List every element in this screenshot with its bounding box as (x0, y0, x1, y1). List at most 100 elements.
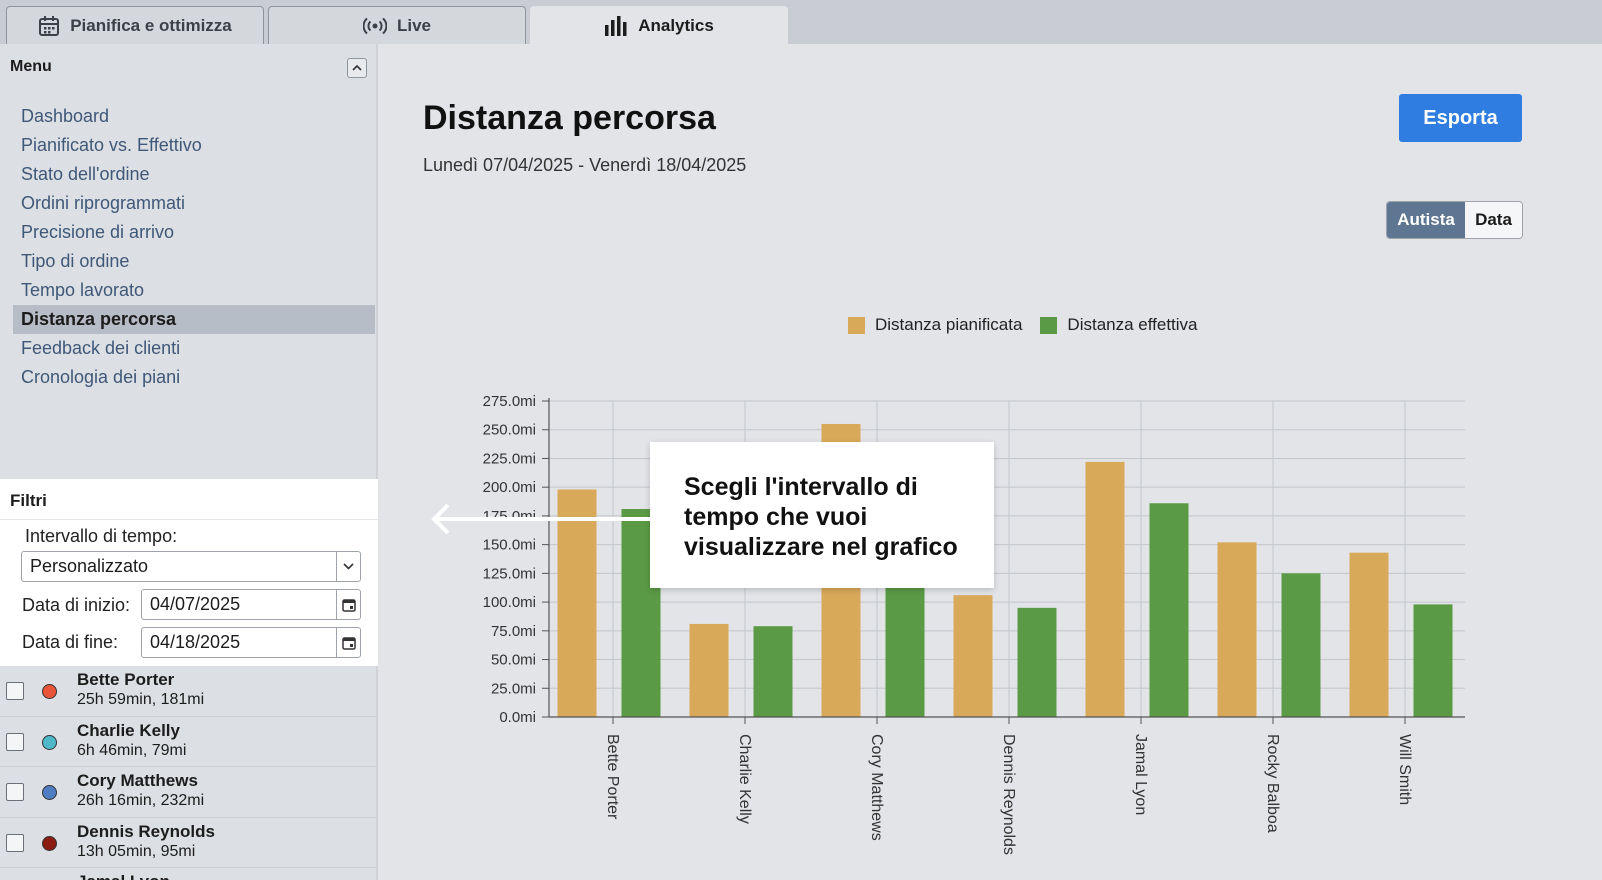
chevron-up-icon (352, 64, 362, 71)
page-title: Distanza percorsa (423, 99, 716, 137)
driver-row[interactable]: Dennis Reynolds 13h 05min, 95mi (0, 818, 376, 868)
driver-color-dot (42, 734, 57, 750)
driver-checkbox[interactable] (6, 732, 24, 751)
driver-row[interactable]: Bette Porter 25h 59min, 181mi (0, 666, 376, 717)
x-tick-label: Jamal Lyon (1132, 734, 1149, 815)
menu-item[interactable]: Pianificato vs. Effettivo (21, 135, 202, 155)
menu-item[interactable]: Dashboard (21, 106, 110, 126)
menu-item[interactable]: Cronologia dei piani (21, 367, 181, 387)
driver-name: Bette Porter (77, 670, 175, 689)
menu-item[interactable]: Tempo lavorato (21, 280, 145, 300)
y-tick-label: 25.0mi (491, 680, 536, 697)
filters-title: Filtri (10, 491, 47, 510)
divider (0, 519, 378, 520)
y-tick-label: 275.0mi (483, 393, 536, 410)
callout-line: Scegli l'intervallo di (684, 473, 918, 501)
end-date-input[interactable]: 04/18/2025 (141, 627, 361, 658)
y-tick-label: 100.0mi (483, 594, 536, 611)
y-tick-label: 75.0mi (491, 623, 536, 640)
start-date-input[interactable]: 04/07/2025 (141, 589, 361, 620)
bar-chart-icon (605, 15, 627, 36)
tab-bar: Pianifica e ottimizza Live Analytics (0, 0, 1602, 44)
bar-planned[interactable] (1217, 542, 1257, 717)
start-date-value: 04/07/2025 (150, 594, 241, 614)
driver-list: Bette Porter 25h 59min, 181mi Charlie Kell… (0, 666, 376, 880)
tab-label: Pianifica e ottimizza (70, 15, 232, 35)
end-date-value: 04/18/2025 (150, 632, 241, 652)
x-tick-label: Rocky Balboa (1264, 734, 1281, 833)
legend-item[interactable]: Distanza pianificata (848, 315, 1022, 335)
tab-live[interactable]: Live (268, 6, 526, 44)
legend-label: Distanza effettiva (1067, 315, 1198, 334)
interval-label: Intervallo di tempo: (25, 526, 178, 546)
driver-color-dot (42, 785, 57, 800)
bar-actual[interactable] (1017, 607, 1057, 717)
callout-line: tempo che vuoi (684, 503, 868, 531)
menu-item[interactable]: Feedback dei clienti (21, 338, 181, 358)
driver-color-dot (42, 684, 57, 699)
group-by-toggle: Autista Data (1386, 201, 1523, 239)
y-tick-label: 200.0mi (483, 479, 536, 496)
bar-planned[interactable] (953, 595, 993, 717)
x-tick-label: Bette Porter (604, 734, 621, 820)
bar-planned[interactable] (557, 489, 597, 717)
y-tick-label: 50.0mi (491, 652, 536, 669)
bar-planned[interactable] (1085, 461, 1125, 717)
calendar-picker-icon[interactable] (336, 628, 360, 657)
driver-name: Jamal Lyon (77, 872, 170, 880)
calendar-icon (39, 15, 60, 36)
bar-actual[interactable] (753, 626, 793, 717)
tab-label: Analytics (638, 15, 714, 35)
y-tick-label: 150.0mi (483, 537, 536, 554)
chevron-down-icon (336, 552, 360, 581)
tab-plan-optimize[interactable]: Pianifica e ottimizza (6, 6, 264, 44)
driver-checkbox[interactable] (6, 682, 24, 700)
x-tick-label: Cory Matthews (868, 734, 885, 841)
driver-row[interactable]: Cory Matthews 26h 16min, 232mi (0, 767, 376, 818)
driver-meta: 6h 46min, 79mi (77, 741, 187, 759)
driver-row[interactable]: Jamal Lyon26h 42min, 186mi (0, 868, 376, 880)
bar-actual[interactable] (1149, 503, 1189, 717)
menu-title: Menu (10, 58, 52, 75)
date-range-subtitle: Lunedì 07/04/2025 - Venerdì 18/04/2025 (423, 155, 747, 175)
calendar-picker-icon[interactable] (336, 590, 360, 619)
driver-meta: 26h 16min, 232mi (77, 792, 205, 809)
driver-row[interactable]: Charlie Kelly 6h 46min, 79mi (0, 717, 376, 767)
arrow-left-icon (431, 503, 650, 535)
collapse-menu-button[interactable] (347, 58, 367, 78)
end-date-label: Data di fine: (22, 632, 119, 652)
menu-item[interactable]: Distanza percorsa (13, 305, 375, 334)
bar-actual[interactable] (1281, 573, 1321, 717)
toggle-driver[interactable]: Autista (1387, 202, 1465, 238)
menu-item[interactable]: Ordini riprogrammati (21, 193, 186, 213)
legend-label: Distanza pianificata (875, 315, 1023, 334)
tab-label: Live (396, 15, 432, 35)
tooltip-callout: Scegli l'intervallo di tempo che vuoi vi… (650, 442, 994, 588)
driver-name: Cory Matthews (77, 771, 198, 790)
y-tick-label: 125.0mi (483, 565, 536, 582)
driver-checkbox[interactable] (6, 783, 24, 801)
interval-value: Personalizzato (30, 556, 149, 576)
menu-item[interactable]: Tipo di ordine (21, 251, 130, 271)
legend-item[interactable]: Distanza effettiva (1040, 315, 1198, 335)
bar-planned[interactable] (689, 623, 729, 717)
interval-select[interactable]: Personalizzato (21, 551, 361, 582)
start-date-label: Data di inizio: (22, 595, 131, 615)
legend-swatch (1040, 316, 1058, 334)
callout-line: visualizzare nel grafico (684, 533, 958, 561)
driver-meta: 13h 05min, 95mi (77, 842, 196, 860)
y-tick-label: 0.0mi (499, 709, 536, 726)
driver-name: Charlie Kelly (77, 720, 180, 740)
menu-item[interactable]: Stato dell'ordine (21, 164, 150, 184)
chart-legend: Distanza pianificata Distanza effettiva (848, 315, 1216, 335)
tab-analytics[interactable]: Analytics (530, 6, 788, 44)
toggle-date[interactable]: Data (1465, 202, 1522, 238)
y-tick-label: 225.0mi (483, 450, 536, 467)
bar-actual[interactable] (1413, 604, 1453, 717)
menu-item[interactable]: Precisione di arrivo (21, 222, 175, 242)
export-button[interactable]: Esporta (1399, 94, 1522, 142)
bar-planned[interactable] (1349, 552, 1389, 717)
driver-meta: 25h 59min, 181mi (77, 691, 205, 708)
driver-checkbox[interactable] (6, 833, 24, 852)
